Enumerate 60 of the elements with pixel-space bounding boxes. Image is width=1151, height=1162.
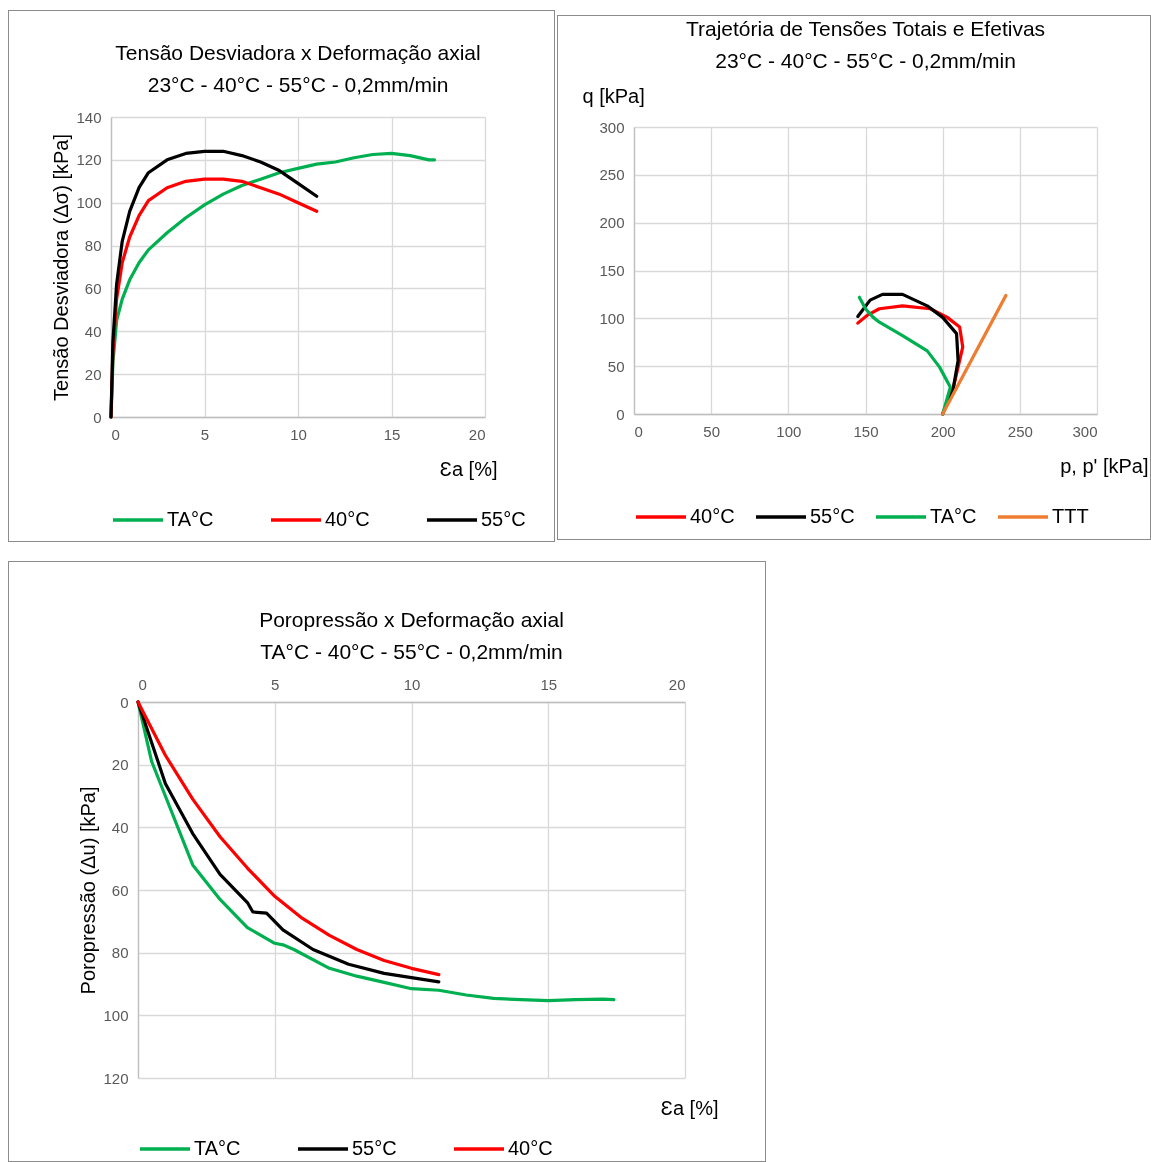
y-tick-label: 100: [599, 309, 625, 327]
x-tick-label: 200: [930, 422, 956, 440]
y-tick-label: 150: [599, 262, 625, 279]
x-tick-label: 5: [200, 425, 210, 443]
legend-label: 40°C: [690, 505, 735, 527]
y-tick-label: 80: [84, 237, 102, 255]
legend-label: 55°C: [352, 1137, 397, 1159]
x-tick-label: 100: [776, 422, 802, 440]
y-tick-label: 20: [111, 756, 129, 774]
y-tick-label: 100: [76, 194, 102, 212]
chart-subtitle: 23°C - 40°C - 55°C - 0,2mm/min: [147, 73, 449, 96]
y-tick-label: 20: [84, 365, 102, 383]
legend-label: 55°C: [481, 508, 526, 530]
y-tick-label: 60: [84, 279, 102, 297]
legend-label: 40°C: [508, 1137, 553, 1159]
legend-label: TA°C: [167, 508, 214, 530]
x-tick-label: 15: [540, 675, 558, 693]
chart-subtitle: 23°C - 40°C - 55°C - 0,2mm/min: [715, 49, 1016, 72]
y-tick-label: 50: [607, 357, 625, 375]
y-tick-label: 80: [111, 944, 129, 962]
x-tick-label: 10: [403, 675, 421, 693]
y-tick-label: 60: [111, 881, 129, 899]
y-tick-label: 40: [84, 322, 102, 340]
x-tick-label: 50: [703, 422, 721, 440]
x-tick-label: 0: [634, 422, 643, 440]
x-tick-label: 15: [383, 425, 401, 443]
legend-label: 55°C: [810, 505, 855, 527]
y-tick-label: 40: [111, 818, 129, 836]
legend-label: TA°C: [930, 505, 977, 527]
x-tick-label: 20: [668, 675, 686, 693]
y-axis-title: Poropressão (Δu) [kPa]: [77, 786, 100, 995]
legend-label: 40°C: [325, 508, 370, 530]
y-tick-label: 120: [103, 1069, 129, 1087]
x-tick-label: 20: [468, 425, 486, 443]
y-tick-label: 0: [120, 693, 129, 711]
x-axis-title: p, p' [kPa]: [1060, 454, 1149, 477]
y-tick-label: 250: [599, 166, 625, 184]
x-axis-title: Ɛa [%]: [660, 1096, 719, 1119]
chart-title: Poropressão x Deformação axial: [259, 608, 564, 631]
x-tick-label: 5: [271, 675, 280, 693]
y-tick-label: 0: [616, 405, 625, 423]
y-tick-label: 0: [93, 408, 102, 426]
x-tick-label: 300: [1072, 422, 1098, 440]
x-tick-label: 250: [1007, 422, 1033, 440]
x-axis-title: Ɛa [%]: [439, 457, 498, 480]
y-tick-label: 140: [76, 108, 102, 126]
chart-title: Tensão Desviadora x Deformação axial: [115, 41, 481, 64]
legend-label: TA°C: [194, 1137, 241, 1159]
chart-title: Trajetória de Tensões Totais e Efetivas: [685, 17, 1046, 40]
y-tick-label: 300: [599, 118, 625, 136]
legend-label: TTT: [1052, 505, 1089, 527]
x-tick-label: 10: [290, 425, 307, 443]
y-axis-title: q [kPa]: [582, 84, 645, 107]
chart-subtitle: TA°C - 40°C - 55°C - 0,2mm/min: [260, 640, 563, 663]
x-tick-label: 0: [138, 675, 147, 693]
y-tick-label: 120: [76, 151, 102, 169]
x-tick-label: 150: [853, 422, 879, 440]
y-axis-title: Tensão Desviadora (Δσ) [kPa]: [50, 134, 73, 401]
y-tick-label: 100: [103, 1006, 129, 1024]
y-tick-label: 200: [599, 214, 625, 232]
